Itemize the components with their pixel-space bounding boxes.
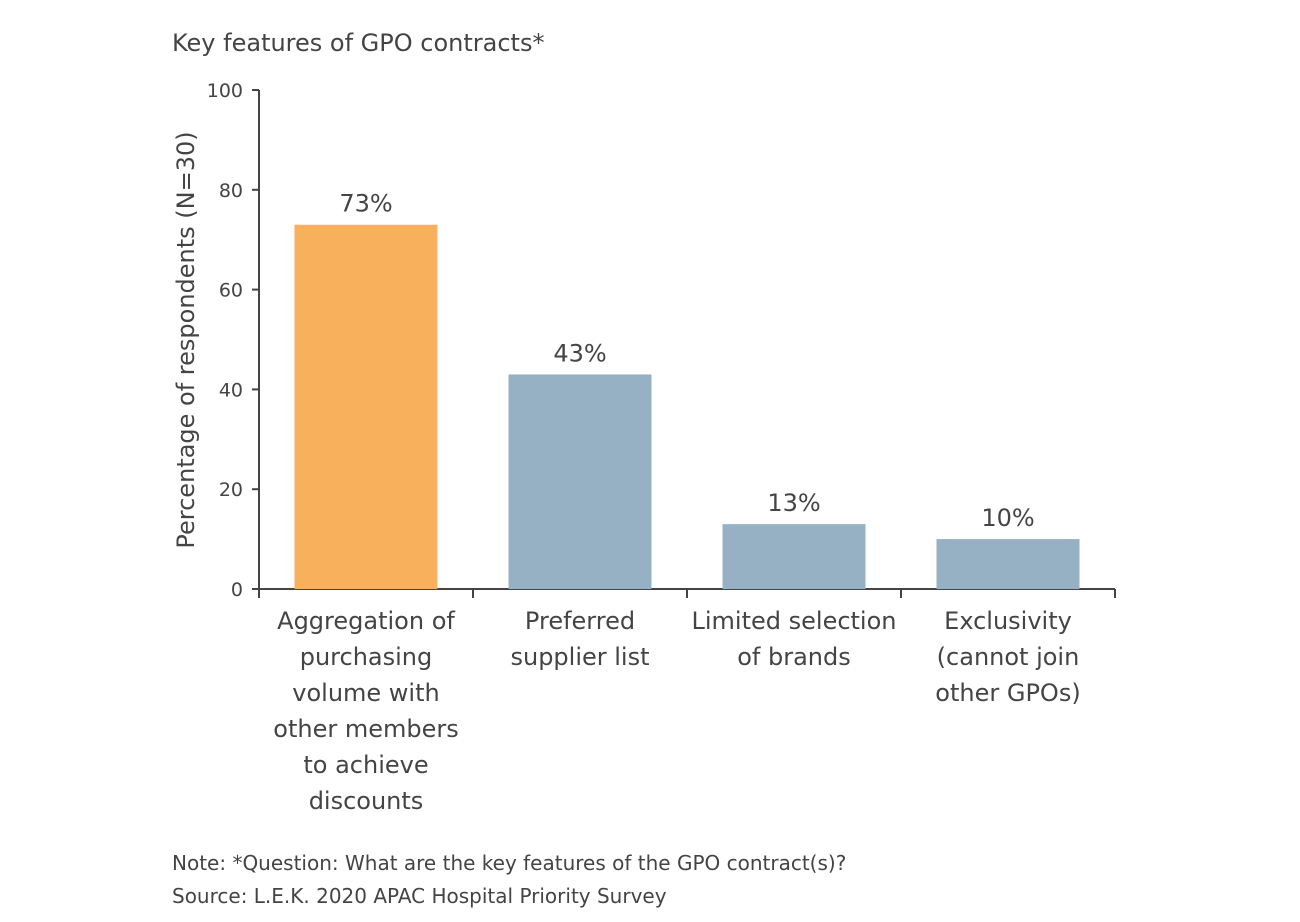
- bar: [294, 224, 438, 590]
- y-tick-label: 80: [219, 180, 243, 202]
- y-tick-label: 0: [231, 579, 243, 601]
- note-text: Note: *Question: What are the key featur…: [172, 851, 846, 875]
- x-tick-label-line: (cannot join: [937, 643, 1080, 671]
- y-tick-label: 60: [219, 280, 243, 302]
- chart-title: Key features of GPO contracts*: [172, 29, 544, 57]
- bar: [936, 539, 1080, 589]
- x-tick-label-line: Aggregation of: [277, 607, 455, 635]
- x-tick-label-line: other members: [273, 715, 458, 743]
- x-tick-label: Limited selection of brands: [692, 607, 897, 671]
- x-tick-label-line: Exclusivity: [944, 607, 1072, 635]
- x-tick-label: Aggregation of purchasing volume with other…: [273, 607, 458, 815]
- data-label: 43%: [553, 339, 606, 367]
- x-tick-label-line: supplier list: [510, 643, 649, 671]
- x-tick-label-line: purchasing: [300, 643, 433, 671]
- y-tick-label: 40: [219, 379, 243, 401]
- x-tick-label: Preferred supplier list: [510, 607, 649, 671]
- y-tick-label: 20: [219, 479, 243, 501]
- x-tick-label-line: to achieve: [303, 751, 428, 779]
- data-label: 13%: [767, 489, 820, 517]
- bar: [722, 524, 866, 589]
- source-text: Source: L.E.K. 2020 APAC Hospital Priori…: [172, 884, 667, 908]
- x-tick-label-line: volume with: [292, 679, 439, 707]
- x-tick-label-line: Limited selection: [692, 607, 897, 635]
- x-tick-label-line: Preferred: [525, 607, 635, 635]
- bar: [508, 374, 652, 589]
- x-tick-label-line: of brands: [737, 643, 851, 671]
- y-axis-label: Percentage of respondents (N=30): [172, 131, 200, 548]
- y-tick-label: 100: [207, 80, 243, 102]
- x-tick-label: Exclusivity (cannot join other GPOs): [935, 607, 1080, 707]
- x-tick-label-line: other GPOs): [935, 679, 1080, 707]
- data-label: 10%: [981, 504, 1034, 532]
- x-tick-label-line: discounts: [309, 787, 424, 815]
- data-label: 73%: [339, 190, 392, 218]
